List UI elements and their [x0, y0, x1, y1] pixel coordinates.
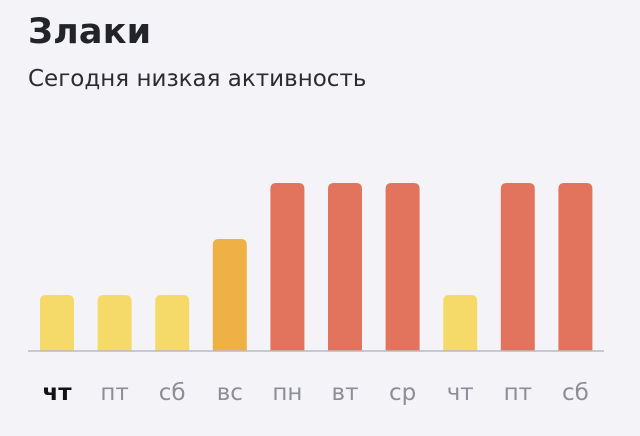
day-label-10: сб [562, 380, 589, 406]
bar-3-сб [155, 295, 190, 351]
day-label-5: пн [272, 380, 302, 406]
bars-group [40, 183, 593, 351]
activity-subtitle: Сегодня низкая активность [28, 66, 367, 92]
day-label-8: чт [447, 380, 474, 406]
bar-9-пт [500, 183, 535, 351]
day-label-7: ср [389, 380, 416, 406]
bar-7-ср [385, 183, 420, 351]
day-label-2: пт [100, 380, 128, 406]
bar-2-пт [97, 295, 132, 351]
bar-4-вс [212, 239, 247, 351]
day-label-6: вт [332, 380, 359, 406]
bar-1-чт [40, 295, 74, 351]
day-label-9: пт [504, 380, 532, 406]
widget-title: Злаки [28, 12, 152, 52]
day-label-4: вс [217, 380, 243, 406]
bar-10-сб [558, 183, 593, 351]
bar-6-вт [328, 183, 362, 351]
day-labels-group: чт пт сб вс пн вт ср чт пт сб [42, 380, 588, 406]
bar-8-чт [443, 295, 478, 351]
bar-5-пн [270, 183, 305, 351]
day-label-1: чт [42, 380, 72, 406]
day-label-3: сб [159, 380, 186, 406]
